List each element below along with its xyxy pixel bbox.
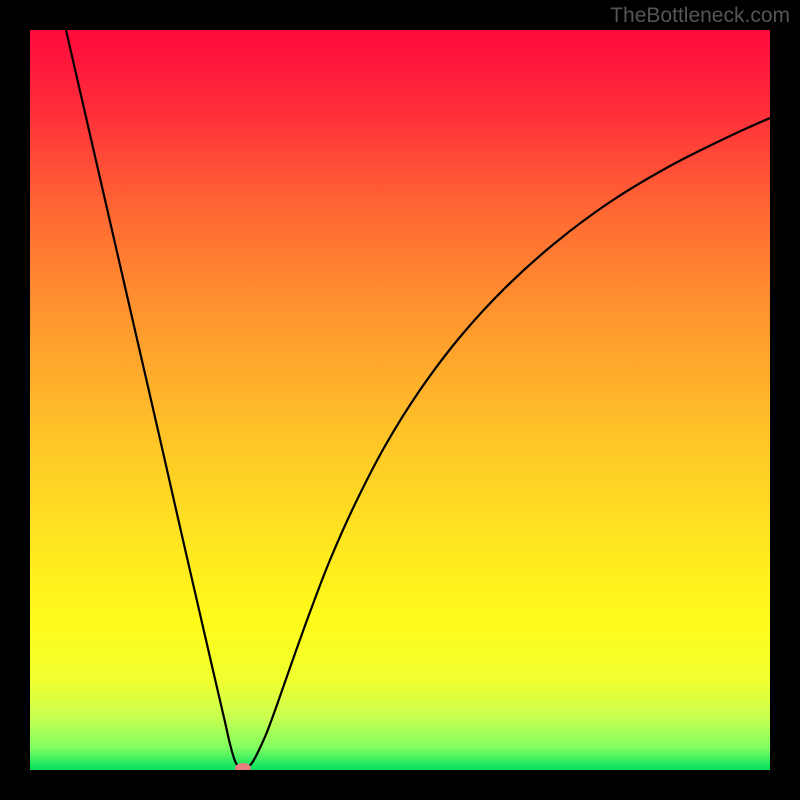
bottleneck-curve — [30, 30, 770, 770]
plot-area — [30, 30, 770, 770]
watermark-text: TheBottleneck.com — [610, 4, 790, 28]
optimal-point-marker — [235, 763, 251, 770]
